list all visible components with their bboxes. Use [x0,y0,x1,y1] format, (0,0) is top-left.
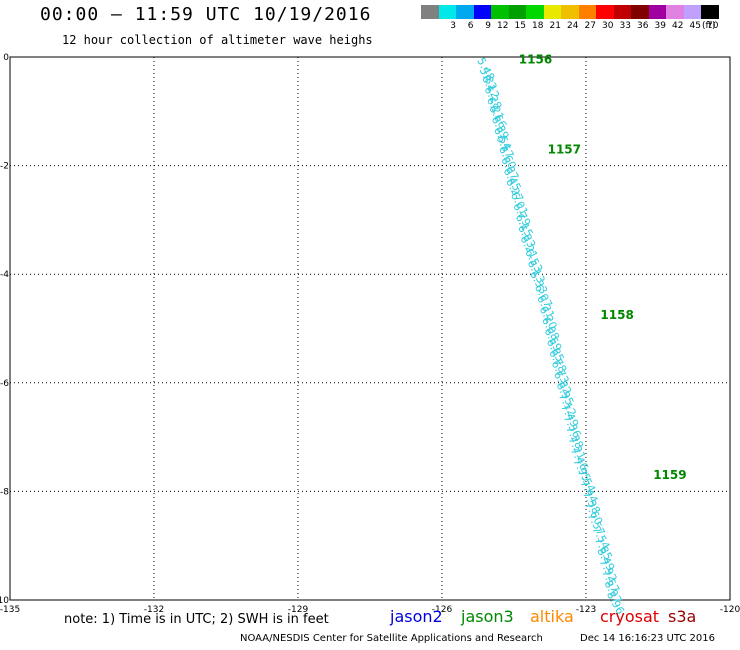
scale-label: 70 [707,21,719,31]
scale-swatch [613,5,631,19]
chart-title: 00:00 – 11:59 UTC 10/19/2016 [40,4,372,25]
scale-label: 21 [549,21,561,31]
scale-label: 45 [689,21,701,31]
scale-label: 12 [497,21,509,31]
color-scale-unit: (ft) [702,21,716,31]
scale-swatch [473,5,491,19]
x-tick-label: -126 [432,605,453,615]
time-label: 1156 [519,53,552,67]
scale-label: 42 [672,21,684,31]
scale-label: 39 [654,21,666,31]
x-tick-label: -135 [0,605,20,615]
x-tick-label: -120 [720,605,740,615]
y-tick-label: -6 [0,379,9,389]
scale-swatch [683,5,701,19]
scale-swatch [508,5,526,19]
legend-cryosat: cryosat [600,607,660,626]
time-label: 1157 [548,142,581,156]
scale-swatch [578,5,596,19]
color-scale-labels: 3 6 9 12 15 18 21 24 27 30 33 36 39 42 45 70 [421,21,719,33]
y-tick-label: -4 [0,270,9,280]
scale-swatch [701,5,719,19]
footnote: note: 1) Time is in UTC; 2) SWH is in fe… [64,612,329,627]
swh-track: 5.485.826.126.286.216.666.396.546.576.60… [474,55,627,617]
time-label: 1158 [600,308,633,322]
scale-label: 18 [532,21,544,31]
chart-subtitle: 12 hour collection of altimeter wave hei… [62,33,373,47]
x-tick-label: -123 [576,605,596,615]
scale-swatch [648,5,666,19]
x-tick-label: -129 [288,605,309,615]
y-tick-label: -8 [0,487,9,497]
x-tick-label: -132 [144,605,164,615]
scale-swatch [666,5,684,19]
scale-swatch [561,5,579,19]
y-tick-label: 0 [3,53,9,63]
scale-label: 24 [567,21,579,31]
scale-swatch [543,5,561,19]
scale-swatch [526,5,544,19]
scale-label: 30 [602,21,614,31]
x-axis: -135 -132 -129 -126 -123 -120 [0,605,740,615]
scale-label: 36 [637,21,649,31]
scale-swatch [491,5,509,19]
y-tick-label: -10 [0,596,9,606]
scale-swatch [438,5,456,19]
y-tick-label: -2 [0,162,9,172]
time-labels: 1156 1157 1158 1159 [519,53,687,482]
legend-s3a: s3a [668,607,697,626]
scale-swatch [456,5,474,19]
plot-frame [9,56,731,601]
color-scale-bar [421,5,719,19]
scale-label: 33 [619,21,631,31]
footer-timestamp: Dec 14 16:16:23 UTC 2016 [580,633,715,644]
legend-altika: altika [530,607,574,626]
legend-jason3: jason3 [461,607,514,626]
scale-label: 3 [450,21,456,31]
scale-label: 15 [514,21,526,31]
scale-label: 27 [584,21,596,31]
scale-swatch [631,5,649,19]
scale-label: 6 [467,21,474,31]
scale-label: 9 [485,21,491,31]
footer-credit: NOAA/NESDIS Center for Satellite Applica… [240,633,543,644]
legend-jason2: jason2 [390,607,443,626]
scale-swatch [421,5,439,19]
grid-lines [9,56,731,601]
y-axis: 0 -2 -4 -6 -8 -10 [0,53,9,606]
time-label: 1159 [653,468,686,482]
scale-swatch [596,5,614,19]
